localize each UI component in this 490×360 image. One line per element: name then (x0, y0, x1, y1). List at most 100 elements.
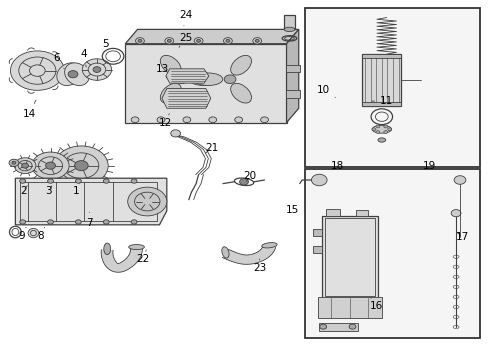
Text: 24: 24 (179, 10, 192, 26)
Circle shape (10, 51, 64, 90)
Text: 15: 15 (286, 205, 305, 216)
Circle shape (171, 130, 180, 137)
Text: 25: 25 (179, 33, 192, 47)
Polygon shape (125, 30, 299, 44)
Polygon shape (162, 89, 211, 108)
Circle shape (93, 67, 101, 72)
Bar (313, 229, 322, 237)
Text: 12: 12 (159, 114, 172, 128)
Polygon shape (287, 30, 299, 123)
Circle shape (12, 161, 16, 164)
Circle shape (176, 75, 188, 84)
Circle shape (54, 146, 108, 185)
Circle shape (165, 38, 173, 44)
Circle shape (32, 152, 69, 179)
Circle shape (454, 176, 466, 184)
Circle shape (261, 117, 269, 123)
Circle shape (131, 179, 137, 183)
Ellipse shape (231, 55, 251, 75)
Circle shape (451, 210, 461, 217)
Circle shape (136, 38, 145, 44)
Ellipse shape (104, 243, 111, 255)
Text: 10: 10 (317, 85, 335, 98)
Circle shape (20, 220, 25, 224)
Bar (362, 54, 401, 106)
Polygon shape (166, 69, 209, 83)
Circle shape (20, 179, 25, 183)
Polygon shape (101, 248, 143, 272)
Circle shape (388, 128, 392, 131)
Bar (362, 54, 401, 58)
Text: 6: 6 (53, 53, 64, 69)
Text: 16: 16 (370, 298, 384, 311)
Text: 18: 18 (331, 161, 344, 171)
Text: 5: 5 (102, 39, 109, 51)
Bar (325, 218, 375, 296)
Ellipse shape (378, 138, 386, 142)
Circle shape (384, 131, 388, 134)
Text: 3: 3 (45, 186, 52, 196)
Circle shape (74, 161, 88, 171)
Ellipse shape (262, 243, 277, 248)
Ellipse shape (231, 84, 251, 103)
Circle shape (183, 117, 191, 123)
Circle shape (372, 128, 376, 131)
Text: 8: 8 (37, 227, 45, 240)
Text: 4: 4 (80, 49, 87, 67)
Text: 1: 1 (73, 184, 80, 197)
Bar (326, 210, 340, 216)
Polygon shape (15, 178, 167, 225)
Text: 17: 17 (456, 232, 469, 242)
Circle shape (157, 117, 165, 123)
Circle shape (75, 179, 81, 183)
Text: 2: 2 (20, 186, 27, 196)
Text: 20: 20 (244, 171, 256, 181)
Ellipse shape (57, 63, 81, 86)
Bar (125, 44, 287, 123)
Circle shape (223, 38, 232, 44)
Circle shape (255, 40, 259, 42)
Circle shape (196, 40, 200, 42)
Circle shape (82, 59, 112, 80)
Circle shape (68, 71, 78, 78)
Circle shape (138, 40, 142, 42)
Ellipse shape (129, 244, 145, 249)
Ellipse shape (284, 27, 295, 32)
Circle shape (209, 117, 217, 123)
Bar (318, 297, 382, 318)
Circle shape (376, 131, 380, 134)
Circle shape (14, 158, 36, 174)
Circle shape (131, 220, 137, 224)
Circle shape (48, 179, 53, 183)
Circle shape (46, 162, 55, 169)
Text: 19: 19 (423, 161, 436, 171)
Ellipse shape (160, 55, 181, 75)
Ellipse shape (160, 84, 181, 103)
Ellipse shape (65, 63, 89, 86)
Ellipse shape (189, 73, 219, 86)
Circle shape (224, 75, 236, 84)
Bar (356, 211, 368, 216)
Bar (286, 64, 300, 72)
Text: 11: 11 (372, 96, 393, 106)
Bar (286, 90, 300, 98)
Circle shape (9, 159, 19, 166)
Circle shape (376, 125, 380, 128)
Circle shape (103, 220, 109, 224)
Circle shape (167, 40, 171, 42)
Ellipse shape (222, 247, 229, 258)
Text: 7: 7 (86, 212, 93, 228)
Bar (20, 182, 157, 221)
Circle shape (22, 163, 28, 168)
Circle shape (103, 179, 109, 183)
Text: 14: 14 (23, 100, 36, 119)
Ellipse shape (194, 73, 223, 86)
Circle shape (320, 324, 327, 329)
Bar (322, 216, 378, 298)
Bar (313, 246, 322, 253)
Bar (305, 8, 480, 167)
Circle shape (240, 179, 248, 185)
Text: 21: 21 (205, 143, 219, 153)
Circle shape (194, 38, 203, 44)
Ellipse shape (372, 125, 392, 133)
